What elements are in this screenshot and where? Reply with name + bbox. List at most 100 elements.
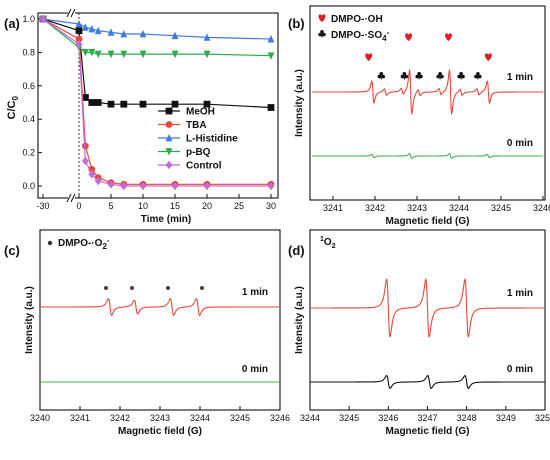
data-point-control (94, 176, 102, 186)
peak-club-icon-leaf (459, 72, 463, 76)
legend-marker (165, 148, 173, 156)
x-tick-label: 3249 (496, 413, 516, 423)
x-tick-label: 3246 (378, 413, 398, 423)
panel-label: (c) (4, 243, 20, 258)
x-tick-label: 3245 (339, 413, 359, 423)
legend-label: MeOH (186, 107, 215, 118)
x-tick-label: 3244 (190, 413, 210, 423)
data-point-meoh (267, 104, 275, 111)
legend-label-part: 4 (382, 34, 387, 43)
x-axis-title: Time (min) (141, 214, 191, 225)
spectrum-1-min (312, 68, 543, 116)
x-tick-label: 3245 (491, 203, 511, 213)
x-tick-label: 3243 (150, 413, 170, 423)
y-tick-label: 0.6 (22, 81, 35, 91)
peak-club-icon-leaf (404, 74, 409, 79)
peak-club-icon-leaf (474, 74, 478, 79)
x-tick-label: 3241 (323, 203, 343, 213)
y-tick-label: 0.8 (22, 47, 35, 57)
spectrum-0-min (310, 374, 545, 390)
axis-break-mark (70, 8, 76, 18)
x-tick-label: 5 (108, 201, 113, 211)
spectrum-0-min (312, 153, 543, 159)
data-point-meoh (82, 94, 89, 101)
data-point-control (107, 180, 115, 189)
legend-label: 1O2 (320, 236, 336, 250)
x-axis-title: Magnetic field (G) (386, 426, 470, 437)
panel-d: 3244 3245 3246 3247 3248 3249 3250 Magnetic fie… (288, 229, 550, 437)
legend-club-icon-leaf (318, 32, 322, 37)
panel-b: 3241 3242 3243 3244 3245 3246 Magnetic field (… (288, 5, 550, 227)
peak-club-icon-leaf (436, 74, 441, 79)
data-point-p-bq (139, 50, 147, 59)
data-point-meoh (171, 100, 179, 108)
legend-label: L-Histidine (186, 134, 238, 145)
legend-club-icon (318, 30, 326, 38)
data-point-l-histidine (107, 28, 115, 36)
y-axis-title-part: C/C (6, 101, 18, 120)
data-point-l-histidine (94, 26, 102, 35)
axis-break-mark (66, 8, 72, 18)
peak-club-icon-stem (439, 76, 441, 80)
y-axis-title: Intensity (a.u.) (294, 69, 305, 137)
peak-club-icon (415, 72, 423, 80)
x-tick-label: 3246 (270, 413, 290, 423)
legend-club-icon-leaf (322, 32, 326, 37)
peak-club-icon-stem (380, 76, 382, 80)
plot-frame (309, 5, 546, 201)
axis-break-gap (68, 9, 75, 17)
peak-dot-icon (130, 286, 134, 290)
data-point-control (267, 181, 275, 191)
data-point-control (39, 14, 47, 24)
axis-break-mark (70, 193, 76, 203)
data-point-p-bq (107, 50, 115, 59)
x-tick-label: 10 (138, 201, 148, 211)
data-point-l-histidine (171, 31, 179, 40)
data-point-tba (75, 35, 83, 43)
data-point-l-histidine (88, 25, 96, 33)
data-point-meoh (94, 99, 102, 106)
y-tick-label: 0.2 (22, 148, 35, 158)
data-point-meoh (107, 100, 115, 108)
peak-club-icon-leaf (377, 74, 382, 79)
peak-dot-icon (200, 286, 204, 290)
x-tick-label: 20 (202, 201, 212, 211)
legend-label-part: - (387, 28, 390, 37)
data-point-control (75, 39, 83, 49)
x-tick-label: 3250 (535, 413, 550, 423)
x-tick-label: -30 (36, 201, 49, 211)
y-axis-title: Intensity (a.u.) (24, 286, 35, 354)
legend-label-part: 1 (320, 236, 324, 243)
data-point-control (203, 181, 211, 191)
legend-label-part: O (324, 237, 332, 248)
peak-heart-icon (445, 33, 452, 41)
spectrum-1-min (40, 297, 280, 317)
y-axis-title: Intensity (a.u.) (294, 286, 305, 354)
axis-break-mark (66, 193, 72, 203)
legend-club-icon-leaf (320, 30, 324, 34)
x-tick-label: 3242 (110, 413, 130, 423)
legend-label-part: - (107, 236, 110, 245)
data-point-p-bq (82, 49, 89, 57)
trace-label: 0 min (507, 364, 533, 375)
data-point-tba (82, 142, 89, 150)
data-point-control (120, 181, 128, 191)
data-point-p-bq (267, 52, 275, 60)
peak-club-icon-leaf (379, 72, 384, 76)
peak-club-icon (377, 72, 386, 80)
legend-label: DMPO-·O2- (58, 236, 110, 251)
legend-label-part: DMPO-·SO (331, 30, 382, 41)
legend-dot-icon (47, 240, 53, 246)
legend-label-part: 2 (102, 242, 107, 251)
peak-club-icon-leaf (461, 74, 465, 79)
peak-club-icon-stem (418, 76, 420, 80)
peak-club-icon-leaf (402, 72, 407, 76)
x-tick-label: 3240 (30, 413, 50, 423)
legend-label: Control (186, 161, 222, 172)
peak-club-icon-leaf (476, 72, 480, 76)
data-point-meoh (120, 100, 128, 108)
data-point-control (171, 181, 179, 191)
data-point-p-bq (171, 50, 179, 59)
panel-a: 0.0 0.2 0.4 0.6 0.8 1.0 -30 0 5 10 15 20 25 30 Time (m… (4, 8, 279, 225)
data-point-l-histidine (139, 30, 147, 38)
